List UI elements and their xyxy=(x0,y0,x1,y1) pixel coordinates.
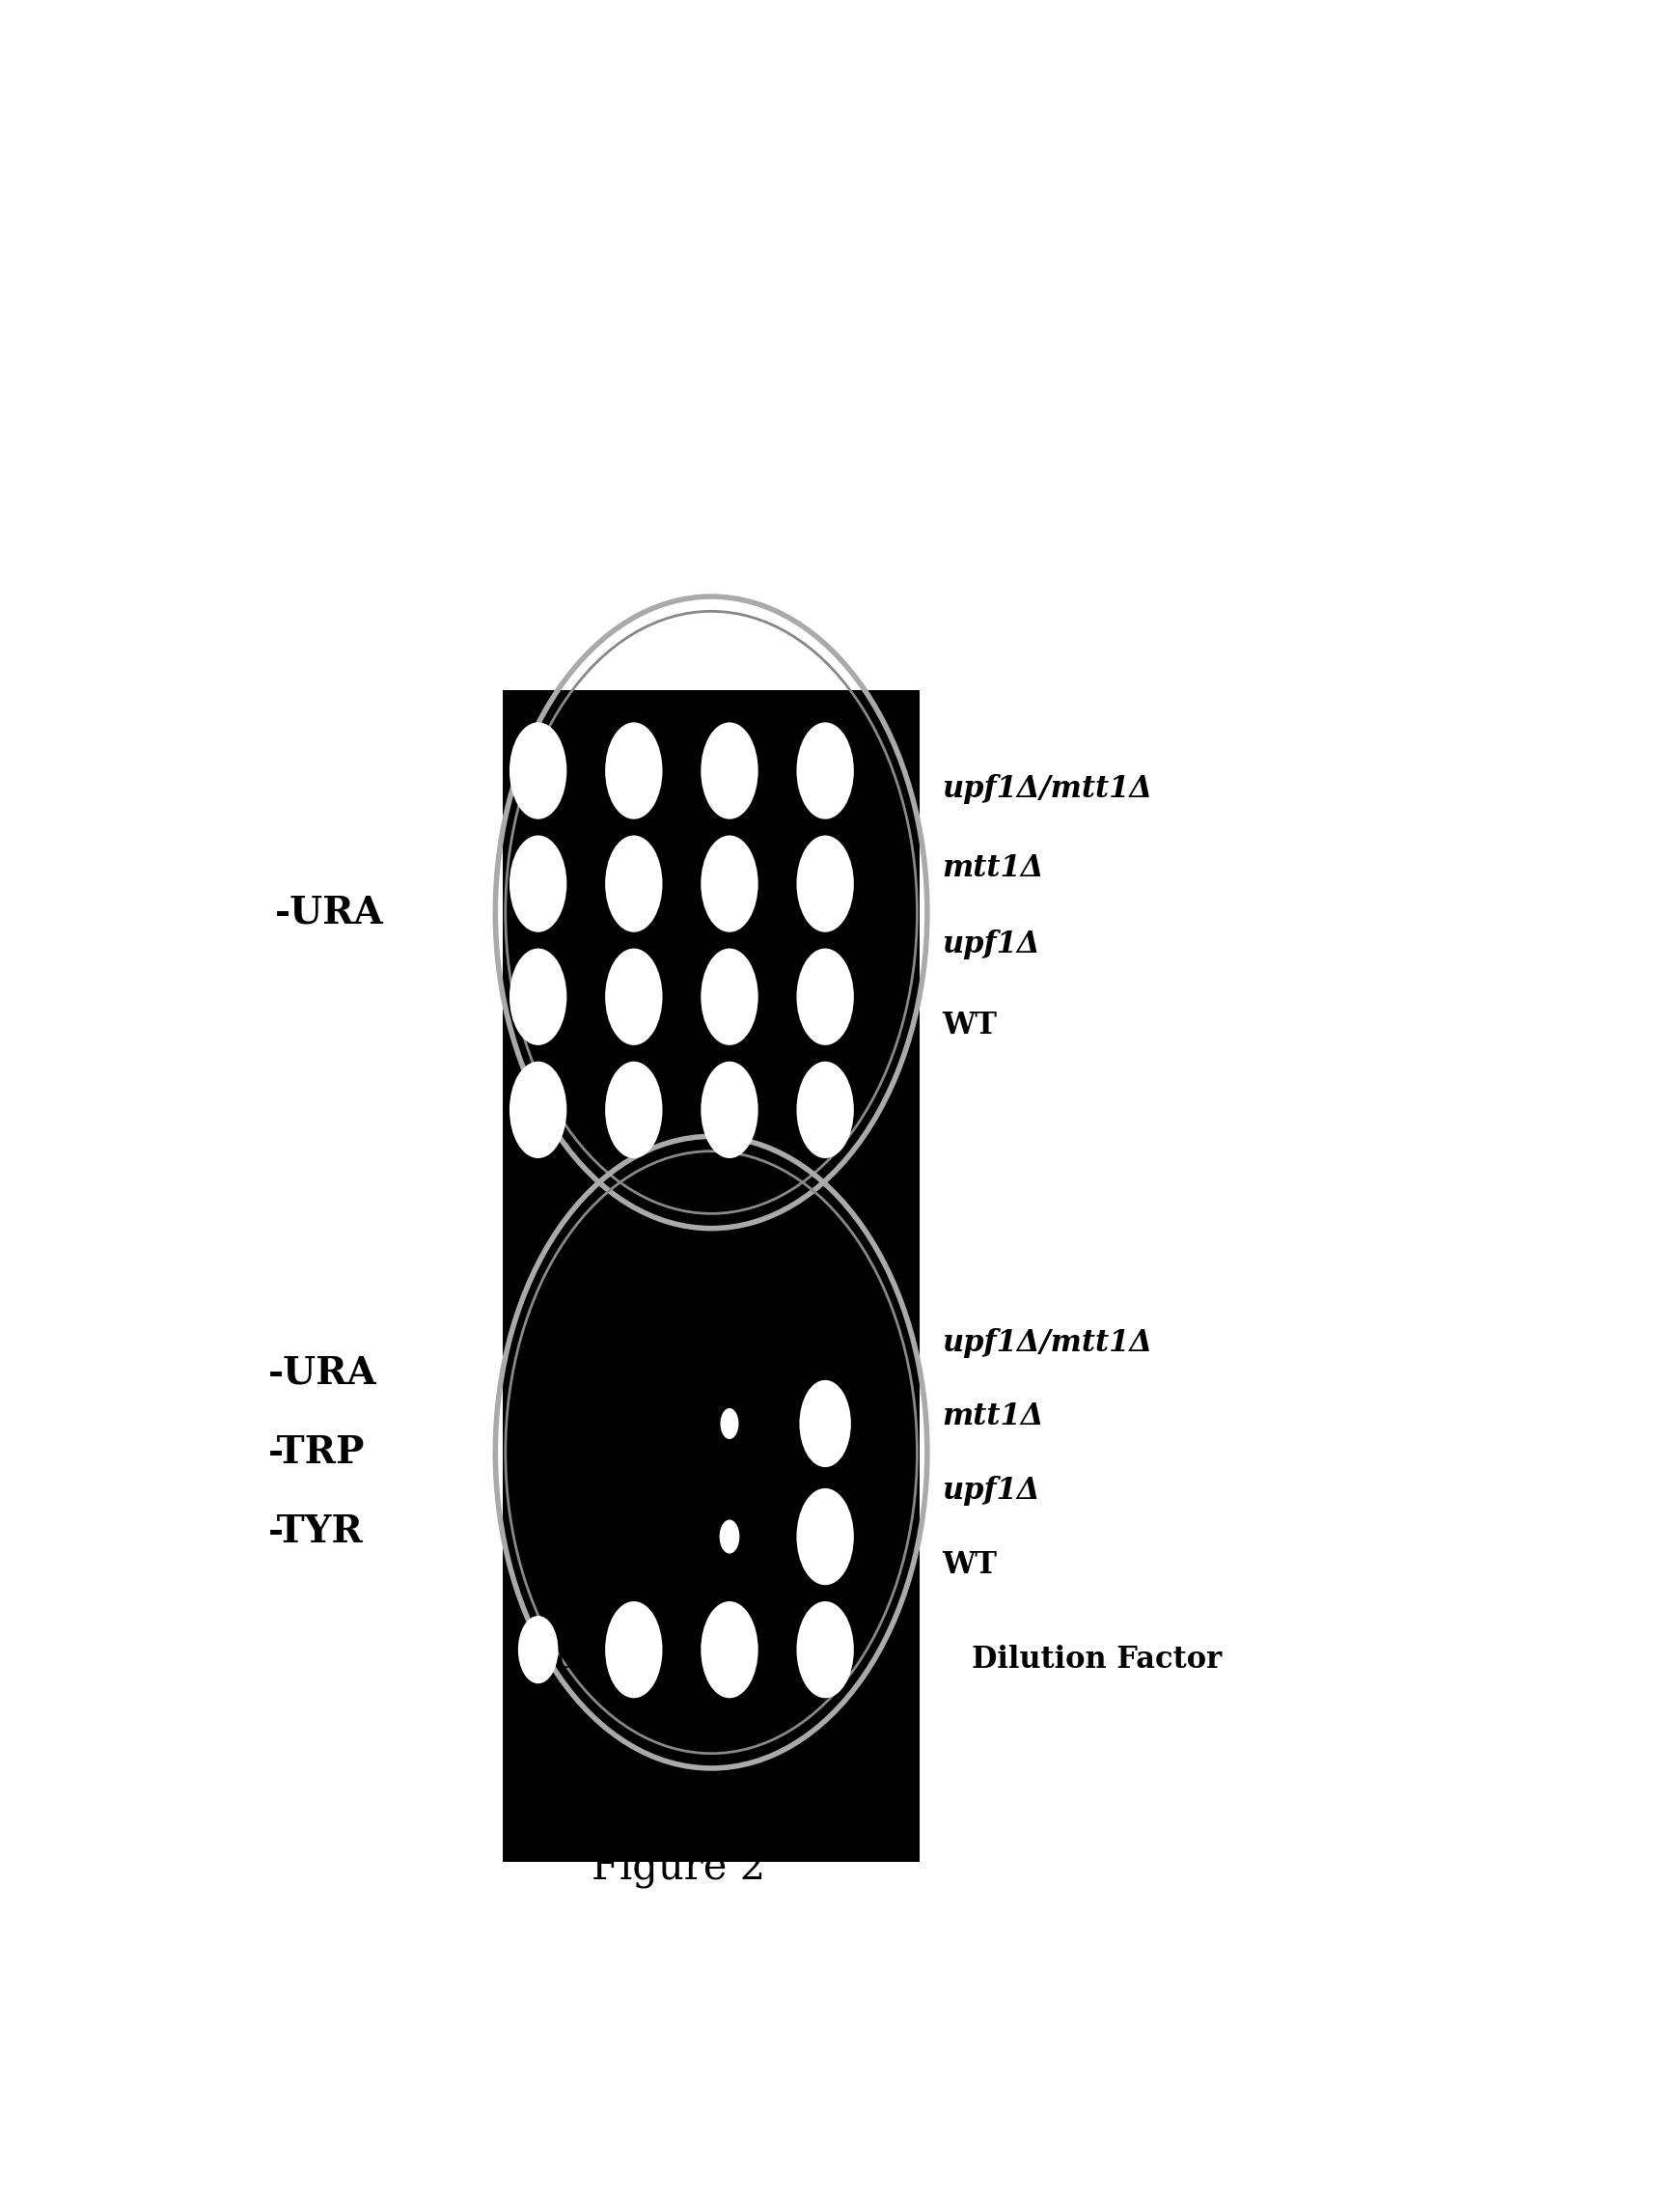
Ellipse shape xyxy=(605,1060,662,1159)
Ellipse shape xyxy=(701,1602,758,1698)
Ellipse shape xyxy=(719,1521,739,1553)
Text: upf1Δ/mtt1Δ: upf1Δ/mtt1Δ xyxy=(942,773,1152,804)
Ellipse shape xyxy=(509,723,566,819)
Ellipse shape xyxy=(796,949,853,1045)
Ellipse shape xyxy=(509,949,566,1045)
Ellipse shape xyxy=(796,1060,853,1159)
Text: upf1Δ/mtt1Δ: upf1Δ/mtt1Δ xyxy=(942,1328,1152,1358)
Text: -TRP: -TRP xyxy=(269,1433,366,1470)
Ellipse shape xyxy=(701,723,758,819)
Bar xyxy=(502,690,919,1862)
Text: 1000: 1000 xyxy=(501,1645,576,1674)
Ellipse shape xyxy=(517,1615,558,1683)
Ellipse shape xyxy=(721,1409,739,1439)
Ellipse shape xyxy=(701,1060,758,1159)
Text: Dilution Factor: Dilution Factor xyxy=(971,1645,1221,1674)
Text: Figure 2: Figure 2 xyxy=(591,1849,766,1889)
Text: mtt1Δ: mtt1Δ xyxy=(942,854,1043,883)
Ellipse shape xyxy=(605,723,662,819)
Text: upf1Δ: upf1Δ xyxy=(942,1477,1040,1505)
Ellipse shape xyxy=(796,723,853,819)
Ellipse shape xyxy=(605,1602,662,1698)
Text: mtt1Δ: mtt1Δ xyxy=(942,1402,1043,1433)
Text: upf1Δ: upf1Δ xyxy=(942,929,1040,960)
Ellipse shape xyxy=(796,835,853,931)
Ellipse shape xyxy=(796,1488,853,1584)
Ellipse shape xyxy=(605,949,662,1045)
Ellipse shape xyxy=(701,949,758,1045)
Ellipse shape xyxy=(800,1380,852,1468)
Text: WT: WT xyxy=(942,1010,996,1041)
Ellipse shape xyxy=(509,1060,566,1159)
Text: WT: WT xyxy=(942,1551,996,1580)
Ellipse shape xyxy=(796,1602,853,1698)
Text: -TYR: -TYR xyxy=(269,1514,365,1549)
Ellipse shape xyxy=(509,835,566,931)
Text: 10: 10 xyxy=(711,1645,748,1674)
Text: -URA: -URA xyxy=(269,1354,378,1391)
Ellipse shape xyxy=(701,835,758,931)
Text: -URA: -URA xyxy=(276,894,385,931)
Text: 100: 100 xyxy=(605,1645,662,1674)
Ellipse shape xyxy=(605,835,662,931)
Text: 0: 0 xyxy=(815,1645,833,1674)
